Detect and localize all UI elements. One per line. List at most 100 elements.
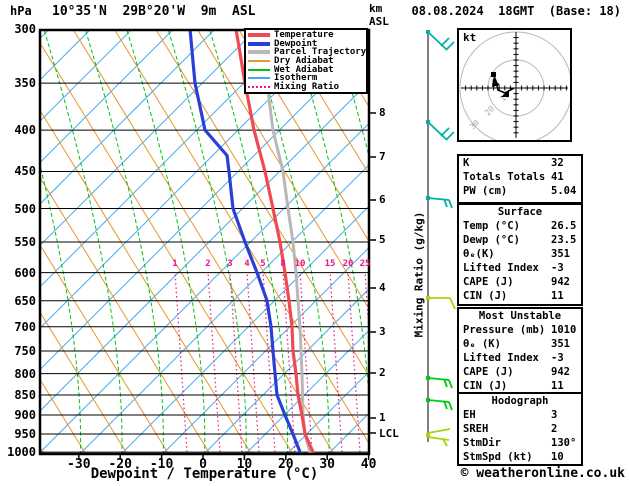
mixing-ratio-value-label: 8 xyxy=(280,259,286,269)
altitude-km-tick-label: 2 xyxy=(379,366,386,379)
pressure-tick-label: 950 xyxy=(14,427,36,442)
table-row-value: 41 xyxy=(551,171,564,183)
table-row-value: -3 xyxy=(551,262,564,274)
table-row-value: 942 xyxy=(551,366,570,378)
altitude-km-tick-label: 1 xyxy=(379,411,386,424)
altitude-unit-km: km xyxy=(369,2,383,15)
table-row-value: 10 xyxy=(551,451,564,463)
legend-item: Dewpoint xyxy=(248,39,366,49)
table-row-label: CIN (J) xyxy=(463,290,508,302)
table-row-label: Lifted Index xyxy=(463,262,539,274)
table-row-label: PW (cm) xyxy=(463,185,508,197)
table-row-value: 351 xyxy=(551,338,570,350)
copyright-label: © weatheronline.co.uk xyxy=(460,466,625,481)
pressure-tick-label: 600 xyxy=(14,265,36,280)
legend-item: Isotherm xyxy=(248,73,366,84)
mixing-ratio-value-label: 15 xyxy=(324,259,336,269)
mixing-ratio-value-label: 1 xyxy=(172,259,178,269)
indices-table: Most Unstable Pressure (mb) 1010 θₑ (K) 351 L… xyxy=(457,307,583,394)
table-row: CAPE (J) 942 xyxy=(459,275,581,289)
table-row: EH 3 xyxy=(459,408,581,422)
table-row: K 32 xyxy=(459,156,581,170)
temperature-tick-label: -20 xyxy=(108,457,132,472)
table-row-value: 1010 xyxy=(551,324,577,336)
mixing-ratio-axis-label: Mixing Ratio (g/kg) xyxy=(412,211,426,338)
legend-item-label: Isotherm xyxy=(274,73,318,84)
table-row-label: K xyxy=(463,157,470,169)
table-row-label: SREH xyxy=(463,423,489,435)
legend-line-sample xyxy=(248,85,270,88)
altitude-unit-asl: ASL xyxy=(369,15,389,28)
wind-barb-dot xyxy=(426,30,430,34)
table-header: Most Unstable xyxy=(478,310,562,322)
datetime-label: 08.08.2024 18GMT (Base: 18) xyxy=(411,4,621,18)
legend-item-label: Mixing Ratio xyxy=(274,81,340,92)
pressure-unit-label: hPa xyxy=(10,4,32,18)
legend-item: Dry Adiabat xyxy=(248,56,366,67)
pressure-tick-label: 650 xyxy=(14,293,36,308)
table-row-value: 11 xyxy=(551,380,564,392)
legend-line-sample xyxy=(248,77,270,80)
table-row-value: 130° xyxy=(551,437,577,449)
table-row-value: 3 xyxy=(551,409,558,421)
table-row-label: StmSpd (kt) xyxy=(463,451,533,463)
table-row-label: θₑ (K) xyxy=(463,338,501,350)
mixing-ratio-value-label: 10 xyxy=(294,259,306,269)
mixing-ratio-value-label: 4 xyxy=(244,259,250,269)
temperature-tick-label: 40 xyxy=(360,457,377,472)
legend-line-sample xyxy=(248,60,270,63)
legend-item: Mixing Ratio xyxy=(248,81,366,92)
table-row-label: CAPE (J) xyxy=(463,276,514,288)
table-row: Dewp (°C) 23.5 xyxy=(459,233,581,247)
mixing-ratio-value-label: 2 xyxy=(205,259,211,269)
temperature-tick-label: 30 xyxy=(319,457,336,472)
table-row: CIN (J) 11 xyxy=(459,379,581,393)
legend-line-sample xyxy=(248,50,270,55)
table-row: Lifted Index -3 xyxy=(459,261,581,275)
table-row: Temp (°C) 26.5 xyxy=(459,219,581,233)
table-row: CIN (J) 11 xyxy=(459,289,581,303)
temperature-tick-label: 20 xyxy=(277,457,294,472)
altitude-km-tick-label: 3 xyxy=(379,325,386,338)
mixing-ratio-value-label: 20 xyxy=(342,259,354,269)
pressure-tick-label: 700 xyxy=(14,319,36,334)
table-row: θₑ(K) 351 xyxy=(459,247,581,261)
legend-line-sample xyxy=(248,68,270,71)
wind-barb-dot xyxy=(426,433,430,437)
pressure-tick-label: 550 xyxy=(14,234,36,249)
legend-item-label: Parcel Trajectory xyxy=(274,47,367,58)
legend-item: Temperature xyxy=(248,30,366,40)
table-row-label: CAPE (J) xyxy=(463,366,514,378)
altitude-km-tick-label: 4 xyxy=(379,281,386,294)
table-row: PW (cm) 5.04 xyxy=(459,184,581,198)
altitude-km-tick-label: 8 xyxy=(379,106,386,119)
table-row-value: 5.04 xyxy=(551,185,577,197)
table-row-label: Totals Totals xyxy=(463,171,546,183)
table-row-label: Lifted Index xyxy=(463,352,539,364)
table-row-value: 942 xyxy=(551,276,570,288)
temperature-tick-label: 10 xyxy=(236,457,253,472)
table-row-label: θₑ(K) xyxy=(463,248,495,260)
legend-item-label: Dry Adiabat xyxy=(274,56,334,67)
table-row: θₑ (K) 351 xyxy=(459,337,581,351)
page-title: 10°35'N 29B°20'W 9m ASL xyxy=(52,4,256,19)
legend-box: Temperature Dewpoint Parcel Trajectory Dry … xyxy=(244,28,368,94)
temperature-tick-label: -30 xyxy=(67,457,91,472)
pressure-tick-label: 750 xyxy=(14,343,36,358)
pressure-tick-label: 900 xyxy=(14,408,36,423)
altitude-unit-label: km ASL xyxy=(369,2,389,28)
lcl-label: LCL xyxy=(379,427,399,440)
altitude-km-tick-label: 5 xyxy=(379,233,386,246)
table-row-value: 23.5 xyxy=(551,234,577,246)
table-row: StmDir 130° xyxy=(459,436,581,450)
table-row-label: CIN (J) xyxy=(463,380,508,392)
x-axis-label: Dewpoint / Temperature (°C) xyxy=(90,466,319,482)
pressure-tick-label: 850 xyxy=(14,387,36,402)
legend-line-sample xyxy=(248,41,270,46)
mixing-ratio-value-label: 25 xyxy=(359,259,371,269)
pressure-tick-label: 500 xyxy=(14,201,36,216)
pressure-tick-label: 1000 xyxy=(7,445,36,460)
